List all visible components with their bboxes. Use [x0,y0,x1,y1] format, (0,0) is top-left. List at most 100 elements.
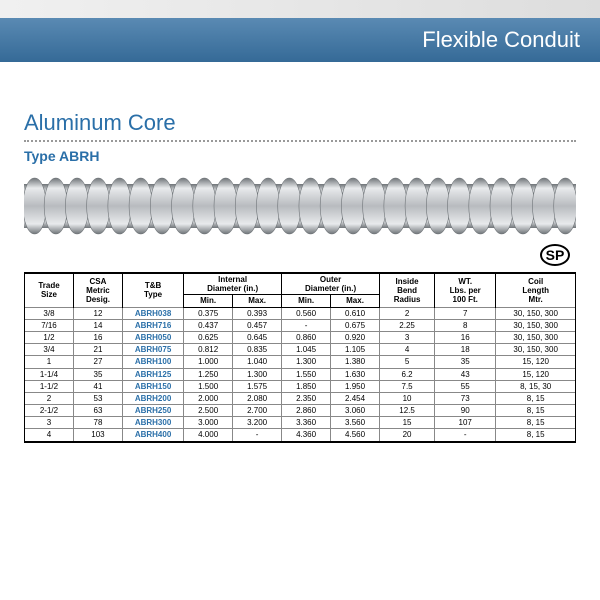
data-cell: 2 [25,392,74,404]
data-cell: 4 [25,429,74,441]
data-cell: 14 [73,319,122,331]
data-cell: 3/8 [25,307,74,319]
table-row: 1-1/435ABRH1251.2501.3001.5501.6306.2431… [25,368,576,380]
dotted-divider [24,140,576,142]
data-cell: 15, 120 [496,356,576,368]
data-cell: 8, 15 [496,429,576,441]
data-cell: 0.457 [233,319,282,331]
data-cell: 107 [435,417,496,429]
data-cell: 3 [25,417,74,429]
data-cell: 0.393 [233,307,282,319]
data-cell: 43 [435,368,496,380]
data-cell: 1.950 [331,380,380,392]
data-cell: 5 [380,356,435,368]
data-cell: 2.350 [282,392,331,404]
data-cell: 3.360 [282,417,331,429]
column-header: InsideBendRadius [380,274,435,307]
data-cell: 3.200 [233,417,282,429]
type-cell[interactable]: ABRH038 [122,307,183,319]
data-cell: 1.105 [331,344,380,356]
header-band: Flexible Conduit [0,0,600,62]
type-cell[interactable]: ABRH300 [122,417,183,429]
type-cell[interactable]: ABRH125 [122,368,183,380]
column-header: WT.Lbs. per100 Ft. [435,274,496,307]
data-cell: 15 [380,417,435,429]
table-row: 378ABRH3003.0003.2003.3603.560151078, 15 [25,417,576,429]
data-cell: 63 [73,405,122,417]
spec-table-wrap: TradeSizeCSAMetricDesig.T&BTypeInternalD… [24,272,576,443]
data-cell: 0.835 [233,344,282,356]
data-cell: 0.625 [184,331,233,343]
column-subheader: Max. [233,295,282,307]
data-cell: 21 [73,344,122,356]
column-subheader: Min. [184,295,233,307]
page-title: Flexible Conduit [422,27,580,53]
data-cell: 1.550 [282,368,331,380]
data-cell: 0.675 [331,319,380,331]
data-cell: 7/16 [25,319,74,331]
conduit-illustration [24,176,576,236]
type-cell[interactable]: ABRH716 [122,319,183,331]
data-cell: 20 [380,429,435,441]
type-cell[interactable]: ABRH200 [122,392,183,404]
table-row: 3/812ABRH0380.3750.3930.5600.6102730, 15… [25,307,576,319]
data-cell: 2.860 [282,405,331,417]
data-cell: 3.560 [331,417,380,429]
data-cell: 3/4 [25,344,74,356]
column-header: InternalDiameter (in.) [184,274,282,295]
data-cell: 0.610 [331,307,380,319]
data-cell: 1-1/2 [25,380,74,392]
data-cell: 30, 150, 300 [496,307,576,319]
data-cell: 1.500 [184,380,233,392]
content-area: Aluminum Core Type ABRH SP TradeSizeCSAM… [0,62,600,443]
type-cell[interactable]: ABRH250 [122,405,183,417]
data-cell: 0.437 [184,319,233,331]
data-cell: 4 [380,344,435,356]
data-cell: 73 [435,392,496,404]
data-cell: 78 [73,417,122,429]
table-row: 1/216ABRH0500.6250.6450.8600.92031630, 1… [25,331,576,343]
data-cell: 0.812 [184,344,233,356]
data-cell: - [435,429,496,441]
data-cell: 0.860 [282,331,331,343]
data-cell: - [282,319,331,331]
data-cell: 10 [380,392,435,404]
data-cell: 12 [73,307,122,319]
data-cell: 103 [73,429,122,441]
column-subheader: Min. [282,295,331,307]
data-cell: 2.700 [233,405,282,417]
data-cell: 16 [73,331,122,343]
data-cell: 3.060 [331,405,380,417]
data-cell: 8, 15 [496,405,576,417]
data-cell: 90 [435,405,496,417]
table-row: 4103ABRH4004.000-4.3604.56020-8, 15 [25,429,576,441]
certification-row: SP [24,244,576,266]
column-header: TradeSize [25,274,74,307]
type-cell[interactable]: ABRH100 [122,356,183,368]
data-cell: 3 [380,331,435,343]
header-upper-stripe [0,0,600,18]
type-cell[interactable]: ABRH050 [122,331,183,343]
data-cell: 30, 150, 300 [496,344,576,356]
data-cell: 0.920 [331,331,380,343]
data-cell: 7 [435,307,496,319]
data-cell: 1.040 [233,356,282,368]
type-cell[interactable]: ABRH075 [122,344,183,356]
table-row: 253ABRH2002.0002.0802.3502.45410738, 15 [25,392,576,404]
type-cell[interactable]: ABRH150 [122,380,183,392]
data-cell: 0.375 [184,307,233,319]
data-cell: 2.454 [331,392,380,404]
data-cell: 4.560 [331,429,380,441]
data-cell: 1.000 [184,356,233,368]
data-cell: 1.045 [282,344,331,356]
type-cell[interactable]: ABRH400 [122,429,183,441]
data-cell: 35 [435,356,496,368]
data-cell: 16 [435,331,496,343]
data-cell: 1 [25,356,74,368]
section-heading: Aluminum Core [24,110,576,136]
data-cell: 2 [380,307,435,319]
table-row: 1-1/241ABRH1501.5001.5751.8501.9507.5558… [25,380,576,392]
data-cell: 2.25 [380,319,435,331]
data-cell: 15, 120 [496,368,576,380]
data-cell: 55 [435,380,496,392]
